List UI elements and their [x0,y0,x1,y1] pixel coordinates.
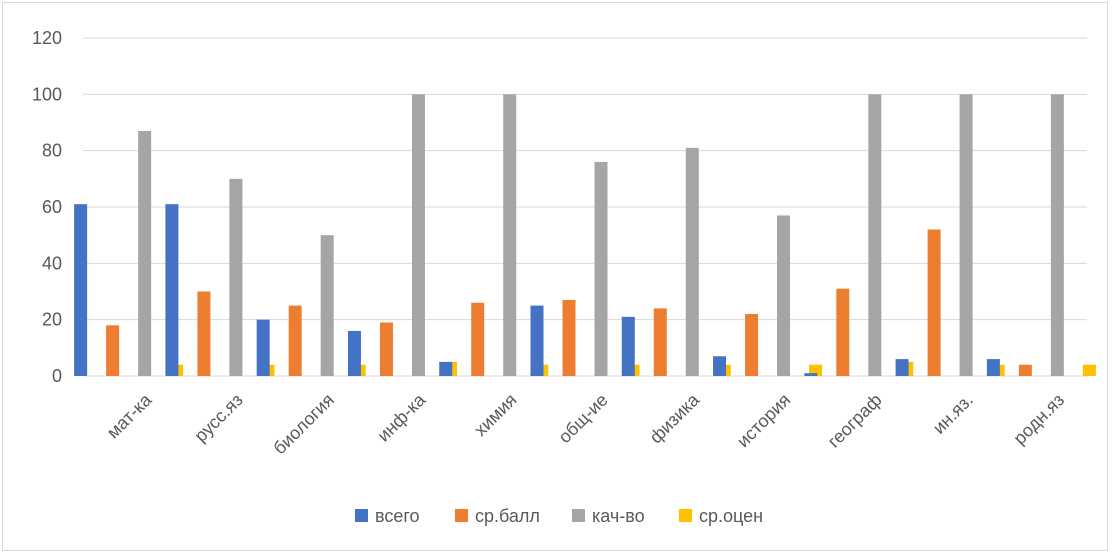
bar-3-1 [379,322,393,376]
x-tick-label: история [733,390,794,451]
bar-9-0 [895,359,909,376]
y-axis-ticks: 0 20 40 60 80 100 120 [32,28,62,386]
legend-swatch [572,509,585,522]
bar-1-2 [229,178,243,376]
legend-swatch [355,509,368,522]
bar-4-0 [439,361,453,376]
bar-7-2 [777,215,791,376]
x-tick-label: мат-ка [103,389,156,442]
bar-0-1 [106,325,120,376]
bar-3-0 [347,330,361,376]
bar-2-2 [320,235,334,376]
y-tick-label: 0 [52,366,62,386]
bar-6-2 [685,147,699,376]
bar-2-0 [256,319,270,376]
legend-label: кач-во [592,506,645,526]
x-tick-label: географ [824,390,886,452]
y-tick-label: 20 [42,310,62,330]
bar-1-1 [197,291,211,376]
bar-5-1 [562,299,576,376]
x-tick-label: общ-ие [554,390,611,447]
bar-5-0 [530,305,544,376]
x-tick-label: биология [269,390,338,459]
bar-7-1 [745,314,759,376]
bar-9-1 [927,229,941,376]
bar-4-1 [471,302,485,376]
y-tick-label: 100 [32,84,62,104]
bar-8-1 [836,288,850,376]
x-tick-label: химия [470,390,520,440]
bar-4-2 [503,94,517,376]
bar-10-1 [1018,364,1032,376]
y-tick-label: 80 [42,141,62,161]
legend: всего ср.балл кач-во ср.оцен [355,506,763,526]
bar-0-2 [138,130,152,376]
x-tick-label: физика [646,389,704,447]
bar-8-2 [868,94,882,376]
legend-label: всего [375,506,420,526]
bars [74,94,1096,376]
y-tick-label: 40 [42,253,62,273]
x-tick-label: родн.яз [1009,390,1068,449]
legend-swatch [679,509,692,522]
bar-10-3 [1082,364,1096,376]
bar-2-1 [288,305,302,376]
legend-label: ср.оцен [699,506,763,526]
x-tick-label: инф-ка [373,389,430,446]
legend-swatch [455,509,468,522]
bar-6-1 [653,308,667,376]
bar-3-2 [411,94,425,376]
y-tick-label: 60 [42,197,62,217]
y-tick-label: 120 [32,28,62,48]
bar-1-0 [165,204,179,376]
bar-10-0 [986,359,1000,376]
x-axis-ticks: мат-ка русс.яз биология инф-ка химия общ-ие фи… [103,389,1068,458]
bar-0-0 [74,204,88,376]
bar-5-2 [594,161,608,376]
bar-6-0 [621,316,635,376]
legend-label: ср.балл [475,506,540,526]
bar-7-0 [713,356,727,376]
x-tick-label: русс.яз [190,390,246,446]
x-tick-label: ин.яз. [929,390,977,438]
bar-8-0 [804,373,818,376]
bar-7-3 [809,364,823,376]
gridlines [83,37,1087,377]
bar-10-2 [1050,94,1064,376]
bar-9-2 [959,94,973,376]
